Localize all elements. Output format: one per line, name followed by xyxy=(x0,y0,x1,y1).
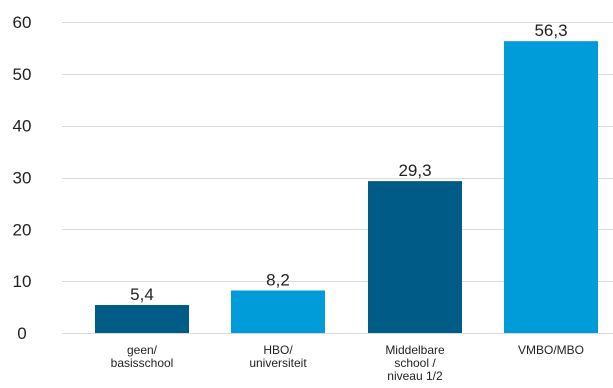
value-label: 29,3 xyxy=(398,161,431,180)
bar xyxy=(231,290,325,333)
x-tick-label-line: HBO/ xyxy=(263,343,293,357)
x-tick-label: VMBO/MBO xyxy=(518,343,584,357)
bar xyxy=(504,41,598,333)
y-tick-label: 50 xyxy=(13,65,32,84)
y-tick-label: 20 xyxy=(13,220,32,239)
x-tick-label-line: VMBO/MBO xyxy=(518,343,584,357)
value-label: 8,2 xyxy=(266,270,290,289)
y-axis-ticks: 0 10 20 30 40 50 60 xyxy=(13,13,32,343)
x-tick-label: geen/basisschool xyxy=(111,343,174,370)
y-tick-label: 40 xyxy=(13,117,32,136)
y-tick-label: 10 xyxy=(13,272,32,291)
y-tick-label: 60 xyxy=(13,13,32,32)
x-tick-label-line: universiteit xyxy=(249,356,307,370)
bars xyxy=(95,41,598,333)
value-label: 56,3 xyxy=(534,21,567,40)
x-tick-label-line: niveau 1/2 xyxy=(387,369,443,383)
x-tick-label-line: Middelbare xyxy=(385,343,445,357)
x-tick-label-line: basisschool xyxy=(111,356,174,370)
y-tick-label: 30 xyxy=(13,169,32,188)
bar xyxy=(95,305,189,333)
value-label: 5,4 xyxy=(130,285,154,304)
y-tick-label: 0 xyxy=(17,324,26,343)
bar xyxy=(368,181,462,333)
value-labels: 5,4 8,2 29,3 56,3 xyxy=(130,21,567,304)
x-tick-label-line: geen/ xyxy=(127,343,158,357)
x-tick-label: Middelbare school / niveau 1/2 xyxy=(385,343,445,383)
gridlines xyxy=(62,22,613,334)
x-tick-label-line: school / xyxy=(394,356,436,370)
x-tick-label: HBO/universiteit xyxy=(249,343,307,370)
x-axis-labels: geen/basisschool HBO/universiteit Middelba… xyxy=(111,343,584,383)
